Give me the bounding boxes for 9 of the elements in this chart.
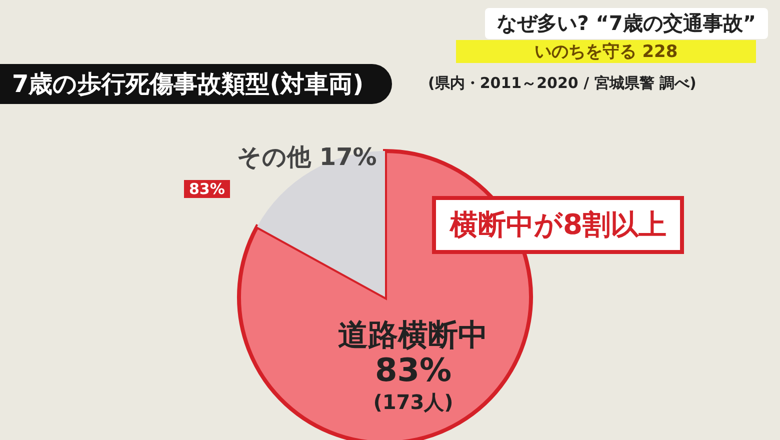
text: いのちを守る 228 — [456, 40, 756, 63]
slice-label: その他 17% — [237, 143, 377, 172]
slice-label: 道路横断中 — [338, 318, 488, 353]
text: なぜ多い? “7歳の交通事故” — [485, 8, 768, 39]
chart-subtitle: (県内・2011～2020 / 宮城県警 調べ) — [428, 74, 696, 93]
data-label: 83% (173人) — [373, 350, 454, 414]
text: 83% — [184, 180, 230, 198]
chart-title: 7歳の歩行死傷事故類型(対車両) — [0, 64, 392, 104]
text: 横断中が8割以上 — [432, 196, 684, 254]
